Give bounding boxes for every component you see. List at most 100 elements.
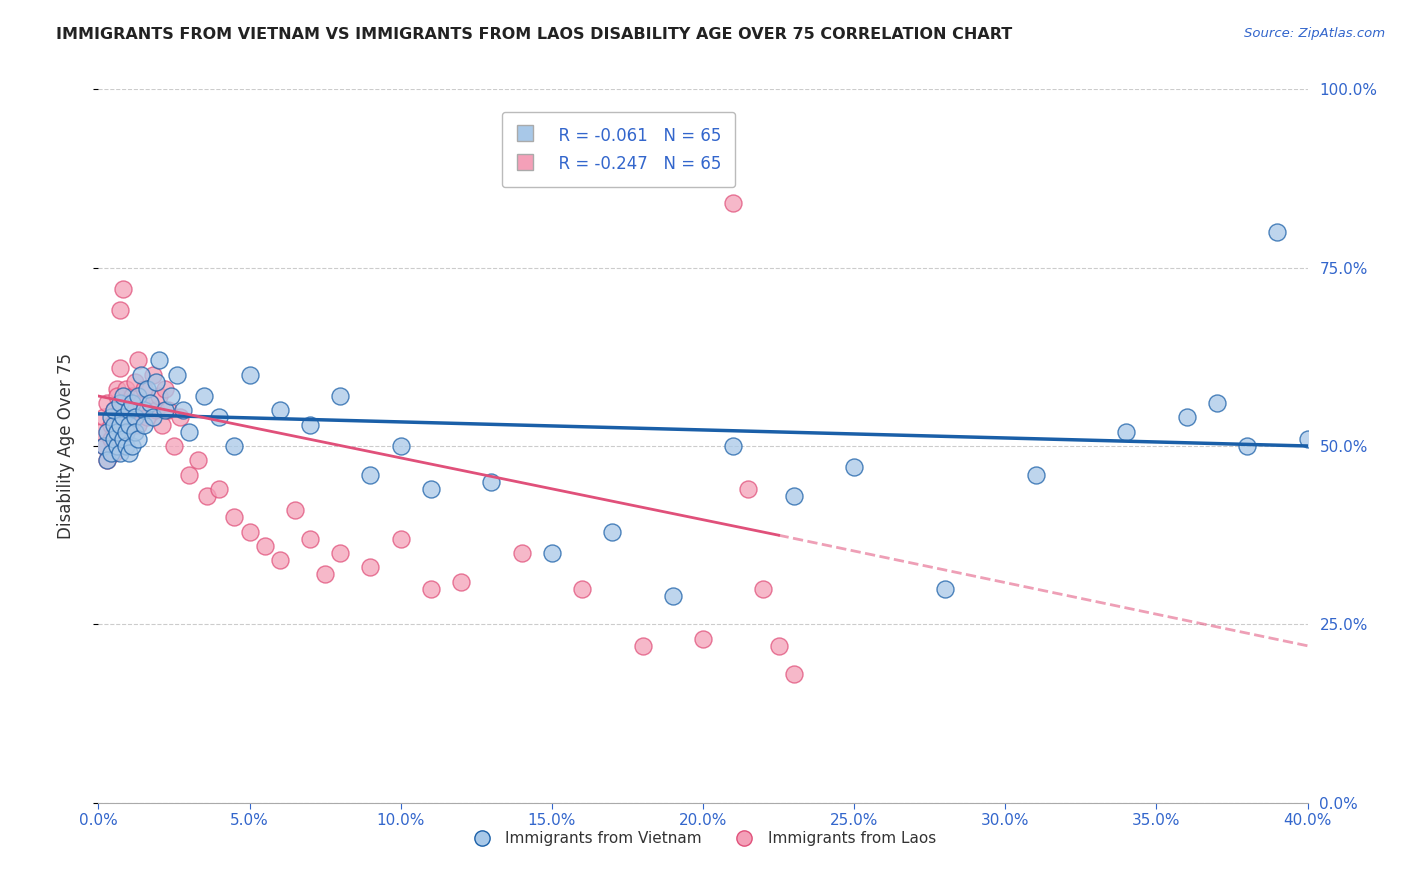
Point xyxy=(1175,410,1198,425)
Point xyxy=(153,403,176,417)
Point xyxy=(103,417,125,432)
Point xyxy=(299,532,322,546)
Point xyxy=(571,582,593,596)
Point xyxy=(631,639,654,653)
Point xyxy=(105,425,128,439)
Point xyxy=(193,389,215,403)
Point xyxy=(142,368,165,382)
Point xyxy=(90,425,112,439)
Point xyxy=(118,446,141,460)
Point xyxy=(253,539,276,553)
Point xyxy=(269,553,291,567)
Point xyxy=(132,417,155,432)
Point xyxy=(269,403,291,417)
Point xyxy=(389,439,412,453)
Point xyxy=(420,582,443,596)
Point xyxy=(108,446,131,460)
Point xyxy=(121,439,143,453)
Point xyxy=(145,403,167,417)
Point xyxy=(150,417,173,432)
Point xyxy=(105,389,128,403)
Point xyxy=(1296,432,1319,446)
Point xyxy=(934,582,956,596)
Point xyxy=(661,589,683,603)
Point xyxy=(723,196,745,211)
Point xyxy=(783,667,806,681)
Point xyxy=(121,417,143,432)
Point xyxy=(100,410,122,425)
Point xyxy=(420,482,443,496)
Point xyxy=(103,446,125,460)
Point xyxy=(139,396,162,410)
Point xyxy=(108,403,131,417)
Point xyxy=(239,524,262,539)
Point xyxy=(329,546,352,560)
Point xyxy=(284,503,307,517)
Point xyxy=(108,360,131,375)
Legend: Immigrants from Vietnam, Immigrants from Laos: Immigrants from Vietnam, Immigrants from… xyxy=(464,825,942,852)
Point xyxy=(96,425,118,439)
Point xyxy=(195,489,218,503)
Point xyxy=(96,453,118,467)
Point xyxy=(169,410,191,425)
Point xyxy=(96,396,118,410)
Point xyxy=(148,353,170,368)
Point xyxy=(114,425,136,439)
Point xyxy=(108,303,131,318)
Point xyxy=(148,389,170,403)
Point xyxy=(114,382,136,396)
Point xyxy=(163,439,186,453)
Point xyxy=(187,453,209,467)
Point xyxy=(450,574,472,589)
Point xyxy=(118,410,141,425)
Point xyxy=(111,432,134,446)
Point xyxy=(118,396,141,410)
Point xyxy=(111,282,134,296)
Point xyxy=(121,389,143,403)
Point xyxy=(1024,467,1046,482)
Point xyxy=(145,375,167,389)
Point xyxy=(129,368,152,382)
Point xyxy=(105,417,128,432)
Point xyxy=(111,410,134,425)
Point xyxy=(93,439,115,453)
Point xyxy=(208,482,231,496)
Point xyxy=(108,417,131,432)
Point xyxy=(299,417,322,432)
Point xyxy=(124,375,146,389)
Point xyxy=(111,410,134,425)
Point xyxy=(124,425,146,439)
Point xyxy=(93,410,115,425)
Point xyxy=(208,410,231,425)
Point xyxy=(239,368,262,382)
Point xyxy=(121,396,143,410)
Point xyxy=(179,467,201,482)
Point xyxy=(329,389,352,403)
Point xyxy=(127,432,149,446)
Point xyxy=(93,439,115,453)
Point xyxy=(127,389,149,403)
Point xyxy=(510,546,533,560)
Point xyxy=(723,439,745,453)
Point xyxy=(160,389,183,403)
Point xyxy=(124,403,146,417)
Point xyxy=(129,396,152,410)
Point xyxy=(153,382,176,396)
Point xyxy=(127,353,149,368)
Point xyxy=(100,417,122,432)
Point xyxy=(844,460,866,475)
Point xyxy=(602,524,624,539)
Point xyxy=(103,432,125,446)
Point xyxy=(1206,396,1229,410)
Point xyxy=(135,382,157,396)
Point xyxy=(96,453,118,467)
Point xyxy=(103,403,125,417)
Point xyxy=(540,546,562,560)
Point xyxy=(111,396,134,410)
Point xyxy=(127,417,149,432)
Point xyxy=(314,567,336,582)
Point xyxy=(692,632,714,646)
Point xyxy=(768,639,790,653)
Point xyxy=(132,403,155,417)
Point xyxy=(224,510,246,524)
